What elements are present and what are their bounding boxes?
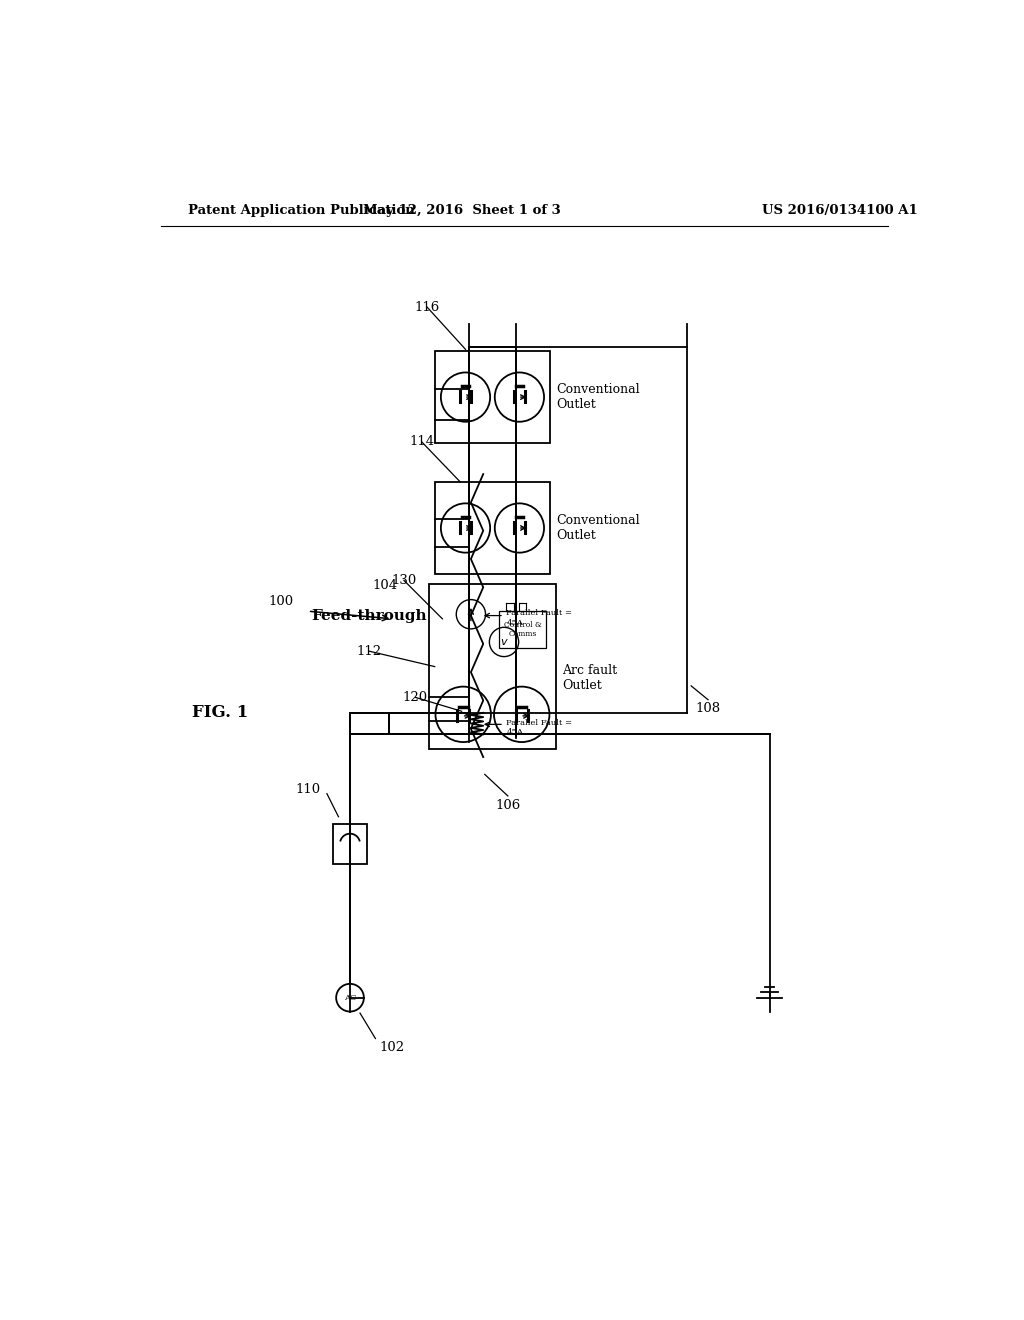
Bar: [429, 583, 556, 750]
Text: v: v: [501, 638, 507, 647]
Text: Conventional
Outlet: Conventional Outlet: [556, 513, 640, 543]
Text: 106: 106: [496, 799, 520, 812]
Text: 100: 100: [268, 594, 293, 607]
Bar: [435, 482, 550, 574]
Text: 108: 108: [695, 702, 721, 715]
Text: Feed-through: Feed-through: [311, 609, 427, 623]
Text: Parallel Fault =
45A: Parallel Fault = 45A: [506, 719, 572, 737]
Bar: [499, 611, 547, 648]
Text: Arc fault
Outlet: Arc fault Outlet: [562, 664, 617, 692]
Text: AC: AC: [344, 994, 356, 1002]
Text: FIG. 1: FIG. 1: [193, 705, 249, 721]
Text: 110: 110: [295, 783, 321, 796]
Text: 102: 102: [380, 1041, 404, 1055]
Text: 120: 120: [402, 690, 428, 704]
Text: 130: 130: [391, 574, 417, 587]
Bar: [435, 351, 550, 444]
Text: US 2016/0134100 A1: US 2016/0134100 A1: [762, 205, 918, 218]
Text: Patent Application Publication: Patent Application Publication: [188, 205, 415, 218]
Bar: [333, 824, 367, 863]
Text: Parallel Fault =
45A: Parallel Fault = 45A: [506, 610, 572, 627]
Text: Control &
Comms: Control & Comms: [504, 620, 542, 639]
Text: 104: 104: [372, 579, 397, 593]
Text: May 12, 2016  Sheet 1 of 3: May 12, 2016 Sheet 1 of 3: [362, 205, 560, 218]
Text: 116: 116: [415, 301, 439, 314]
Text: Conventional
Outlet: Conventional Outlet: [556, 383, 640, 411]
Text: 114: 114: [409, 436, 434, 449]
Text: 112: 112: [356, 644, 382, 657]
